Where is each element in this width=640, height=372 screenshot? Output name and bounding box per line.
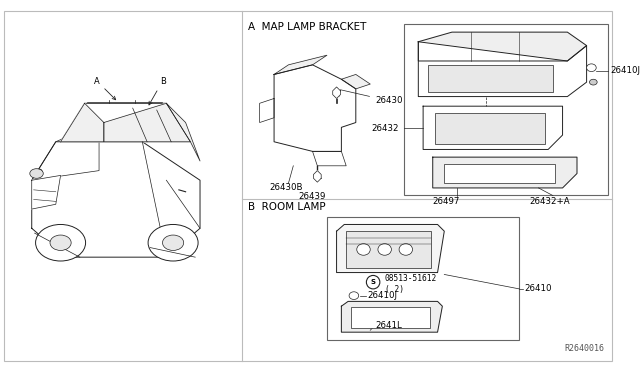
Polygon shape xyxy=(337,224,444,273)
Polygon shape xyxy=(274,65,356,151)
Ellipse shape xyxy=(399,244,413,255)
Text: A  MAP LAMP BRACKET: A MAP LAMP BRACKET xyxy=(248,22,367,32)
Polygon shape xyxy=(166,103,200,161)
Text: R2640016: R2640016 xyxy=(564,344,604,353)
Text: 2641L: 2641L xyxy=(375,321,402,330)
Polygon shape xyxy=(433,157,577,188)
Bar xyxy=(346,231,431,268)
Ellipse shape xyxy=(163,235,184,250)
Ellipse shape xyxy=(589,79,597,85)
Text: 26497: 26497 xyxy=(433,196,460,206)
Text: 26432: 26432 xyxy=(372,124,399,133)
Text: 26410J: 26410J xyxy=(367,291,397,300)
Circle shape xyxy=(366,275,380,289)
Text: 26439: 26439 xyxy=(299,192,326,201)
FancyArrow shape xyxy=(33,169,42,177)
Ellipse shape xyxy=(50,235,71,250)
Polygon shape xyxy=(32,176,61,209)
Text: B: B xyxy=(149,77,166,105)
Polygon shape xyxy=(341,301,442,332)
Ellipse shape xyxy=(30,169,44,178)
Polygon shape xyxy=(314,171,321,182)
Bar xyxy=(351,307,430,328)
Ellipse shape xyxy=(349,292,358,299)
Bar xyxy=(435,113,545,144)
Text: 26430: 26430 xyxy=(339,90,403,105)
Text: 26410J: 26410J xyxy=(611,66,640,75)
Polygon shape xyxy=(419,42,587,97)
Text: ( 2): ( 2) xyxy=(385,285,404,294)
Text: B  ROOM LAMP: B ROOM LAMP xyxy=(248,202,326,212)
Polygon shape xyxy=(312,151,346,166)
Polygon shape xyxy=(419,32,587,61)
Ellipse shape xyxy=(36,224,86,261)
Text: 26430B: 26430B xyxy=(269,183,303,192)
Text: 08513-51612: 08513-51612 xyxy=(385,274,437,283)
Text: S: S xyxy=(371,279,376,285)
Polygon shape xyxy=(61,103,104,142)
Bar xyxy=(327,217,519,340)
Bar xyxy=(404,25,608,195)
Text: 26410: 26410 xyxy=(524,285,552,294)
Ellipse shape xyxy=(587,64,596,71)
Polygon shape xyxy=(333,87,340,99)
Text: 26432+A: 26432+A xyxy=(529,196,570,206)
Polygon shape xyxy=(104,103,191,142)
Ellipse shape xyxy=(356,244,370,255)
Polygon shape xyxy=(260,99,274,122)
Polygon shape xyxy=(341,74,370,89)
Text: A: A xyxy=(94,77,116,100)
Polygon shape xyxy=(274,55,327,74)
Ellipse shape xyxy=(148,224,198,261)
Polygon shape xyxy=(61,103,191,142)
Ellipse shape xyxy=(378,244,392,255)
Polygon shape xyxy=(32,122,99,180)
Polygon shape xyxy=(32,142,200,257)
Bar xyxy=(444,164,555,183)
Polygon shape xyxy=(423,106,563,150)
Bar xyxy=(428,65,553,92)
